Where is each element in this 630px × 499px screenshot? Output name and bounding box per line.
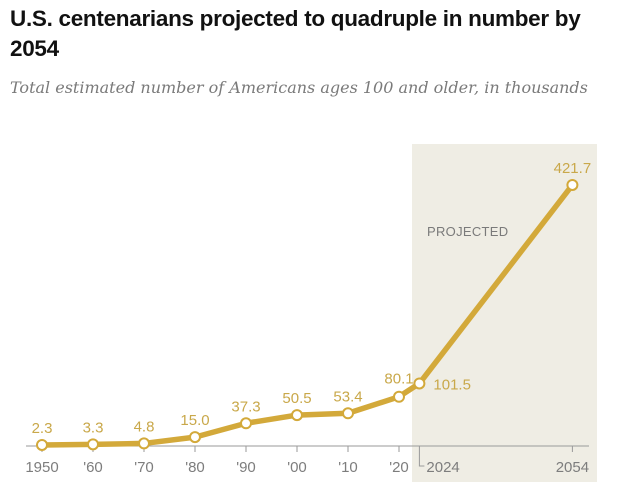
series-line [39,182,576,448]
data-label: 50.5 [282,390,311,407]
x-tick-label: '10 [338,459,358,476]
data-point [36,438,48,451]
data-label: 4.8 [134,418,155,435]
data-point [566,178,579,191]
data-point [393,390,405,403]
data-point [189,431,201,444]
x-tick-label: 2024 [426,459,459,476]
data-label: 80.1 [384,371,413,388]
x-tick-label: '80 [185,459,205,476]
x-axis-ticks: 1950 '60 '70 '80 '90 '00 '10 '20 2024 2054 [25,446,589,476]
data-label: 3.3 [83,419,104,436]
projected-region [412,144,597,482]
data-label: 53.4 [333,388,362,405]
data-point [138,437,150,450]
chart-title: U.S. centenarians projected to quadruple… [10,6,581,61]
data-point [87,438,99,451]
x-tick-label: '20 [389,459,409,476]
data-point [413,377,426,390]
x-tick-bracket [418,446,425,467]
data-label: 101.5 [433,376,471,393]
data-label: 421.7 [554,160,592,177]
data-point [240,417,252,430]
x-tick-label: 1950 [25,459,58,476]
data-label: 37.3 [231,398,260,415]
x-tick-label: '00 [287,459,307,476]
data-labels: 2.3 3.3 4.8 15.0 37.3 50.5 53.4 80.1 101.5 421.7 [32,160,592,437]
data-label: 15.0 [180,412,209,429]
x-tick-label: '60 [83,459,103,476]
x-tick-label: 2054 [556,459,589,476]
x-tick-label: '70 [134,459,154,476]
data-point [342,407,354,420]
data-point [291,409,303,422]
chart-subtitle: Total estimated number of Americans ages… [10,78,588,97]
data-label: 2.3 [32,420,53,437]
projected-label: PROJECTED [427,224,508,239]
x-tick-label: '90 [236,459,256,476]
data-points [36,178,579,451]
